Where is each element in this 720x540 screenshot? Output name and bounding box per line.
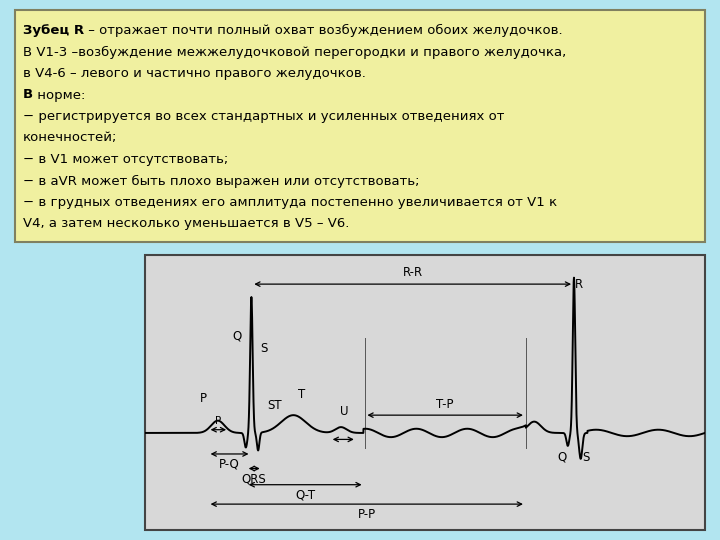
- Text: QRS: QRS: [242, 472, 266, 485]
- Text: P-Q: P-Q: [219, 458, 240, 471]
- Text: − в aVR может быть плохо выражен или отсутствовать;: − в aVR может быть плохо выражен или отс…: [23, 174, 420, 187]
- Text: Зубец R: Зубец R: [23, 24, 84, 37]
- Text: в V4-6 – левого и частично правого желудочков.: в V4-6 – левого и частично правого желуд…: [23, 67, 366, 80]
- Text: S: S: [582, 451, 590, 464]
- Text: S: S: [260, 342, 267, 355]
- Text: В V1-3 –возбуждение межжелудочковой перегородки и правого желудочка,: В V1-3 –возбуждение межжелудочковой пере…: [23, 45, 566, 58]
- Bar: [145, 255, 705, 530]
- Text: − в грудных отведениях его амплитуда постепенно увеличивается от V1 к: − в грудных отведениях его амплитуда пос…: [23, 196, 557, 209]
- Text: норме:: норме:: [33, 89, 86, 102]
- Text: − в V1 может отсутствовать;: − в V1 может отсутствовать;: [23, 153, 228, 166]
- Text: ST: ST: [268, 399, 282, 412]
- Text: В: В: [23, 89, 33, 102]
- Text: V4, а затем несколько уменьшается в V5 – V6.: V4, а затем несколько уменьшается в V5 –…: [23, 218, 349, 231]
- Text: − регистрируется во всех стандартных и усиленных отведениях от: − регистрируется во всех стандартных и у…: [23, 110, 505, 123]
- Text: T: T: [298, 388, 305, 401]
- Text: P-P: P-P: [358, 508, 376, 521]
- Text: T-P: T-P: [436, 399, 454, 411]
- Text: Q: Q: [557, 451, 566, 464]
- Text: R: R: [575, 278, 583, 291]
- Text: Q-T: Q-T: [295, 489, 315, 502]
- Text: U: U: [340, 406, 348, 419]
- Text: – отражает почти полный охват возбуждением обоих желудочков.: – отражает почти полный охват возбуждени…: [84, 24, 563, 37]
- Text: R-R: R-R: [402, 266, 423, 279]
- Text: Q: Q: [233, 329, 242, 342]
- Text: конечностей;: конечностей;: [23, 132, 117, 145]
- Text: P: P: [215, 416, 222, 426]
- Bar: [15, 10, 705, 242]
- Text: P: P: [200, 393, 207, 406]
